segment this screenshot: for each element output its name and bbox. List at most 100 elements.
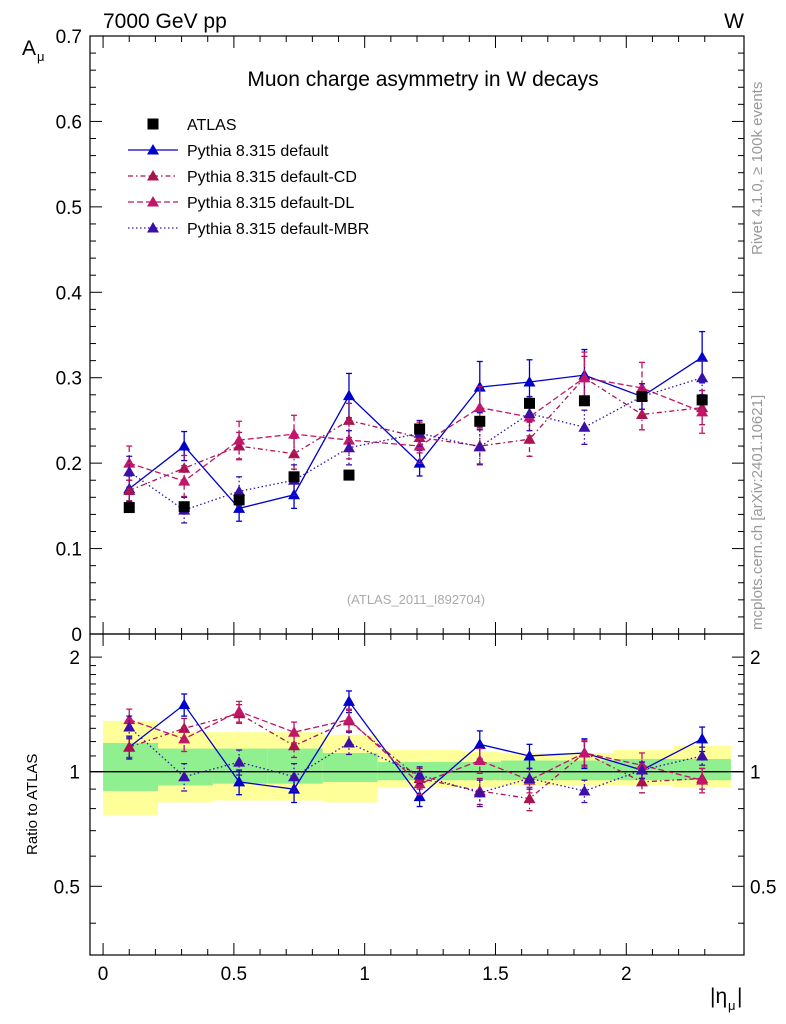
- atlas-data-point: [343, 469, 355, 481]
- ratio-series-1-point: [696, 732, 709, 744]
- legend-label: Pythia 8.315 default-CD: [187, 169, 357, 186]
- ratio-y-tick-label: 1: [750, 763, 761, 784]
- mc-series-3-point: [473, 401, 486, 413]
- ratio-series-4-point: [233, 756, 246, 767]
- atlas-data-point: [696, 394, 708, 406]
- analysis-label: (ATLAS_2011_I892704): [347, 592, 485, 607]
- ratio-series-3-line: [129, 710, 703, 785]
- mc-series-3-point: [123, 457, 136, 468]
- y-tick-label: 0.6: [56, 112, 82, 133]
- atlas-data-point: [288, 471, 300, 483]
- atlas-data-point: [123, 502, 135, 514]
- ratio-series-4-point: [178, 770, 191, 782]
- mc-series-2-point: [523, 433, 536, 444]
- ratio-y-tick-label: 0.5: [54, 877, 80, 898]
- mc-series-4-point: [523, 407, 536, 419]
- mc-series-3-point: [635, 381, 648, 393]
- ratio-band-inner: [558, 760, 614, 781]
- mc-series-3-point: [288, 428, 301, 439]
- ratio-series-3-point: [233, 705, 246, 716]
- mc-series-4-point: [473, 440, 486, 452]
- ratio-y-tick-label: 1: [69, 763, 80, 784]
- ratio-series-1-point: [233, 775, 246, 787]
- legend-marker: [147, 144, 159, 155]
- main-y-axis-label: A μ: [22, 37, 45, 64]
- mcplots-label: mcplots.cern.ch [arXiv:2401.10621]: [749, 395, 766, 630]
- mc-series-1-point: [233, 502, 246, 513]
- legend-marker-atlas: [147, 118, 159, 130]
- ratio-series-3-point: [696, 774, 709, 785]
- ratio-series-4-point: [578, 784, 591, 796]
- legend-marker: [147, 196, 159, 207]
- ratio-series-4-point: [696, 749, 709, 761]
- atlas-data-point: [233, 494, 245, 506]
- ratio-series-4-point: [123, 721, 136, 732]
- atlas-data-point: [178, 501, 190, 513]
- ratio-series-2-point: [288, 739, 301, 751]
- atlas-data-point: [414, 423, 426, 435]
- legend-label: Pythia 8.315 default-MBR: [187, 221, 369, 238]
- ratio-series-3-point: [578, 746, 591, 758]
- legend: ATLAS Pythia 8.315 default Pythia 8.315 de…: [128, 117, 369, 238]
- mc-series-1-point: [342, 389, 355, 401]
- ratio-series-1-point: [342, 695, 355, 706]
- ratio-series-4-point: [473, 786, 486, 798]
- ratio-series-1-point: [178, 698, 191, 710]
- mc-series-1-point: [178, 440, 191, 451]
- process-label: W: [724, 10, 744, 33]
- legend-marker: [147, 170, 159, 181]
- y-tick-label: 0.2: [56, 454, 82, 475]
- x-axis-label: |η μ |: [710, 985, 742, 1013]
- mc-series-4-point: [696, 371, 709, 383]
- mc-series-2-line: [128, 376, 703, 492]
- ratio-series-1-point: [413, 790, 426, 802]
- ratio-series-3-point: [123, 713, 136, 725]
- mc-series-1-point: [696, 351, 709, 362]
- ratio-series-4-point: [523, 772, 536, 783]
- ratio-y-axis-label: Ratio to ATLAS: [24, 754, 41, 855]
- ratio-series-1-point: [523, 749, 536, 761]
- mc-series-4-point: [123, 465, 136, 477]
- mc-series-3-point: [178, 475, 191, 486]
- rivet-version-label: Rivet 4.1.0, ≥ 100k events: [749, 82, 766, 255]
- y-tick-label: 0.4: [56, 283, 83, 304]
- ratio-series-3-point: [342, 713, 355, 725]
- svg-text:|η: |η: [710, 985, 727, 1008]
- svg-text:A: A: [22, 37, 36, 60]
- chart-title: Muon charge asymmetry in W decays: [247, 68, 598, 91]
- atlas-data-point: [636, 391, 648, 403]
- ratio-series-4-point: [413, 769, 426, 780]
- y-tick-label: 0: [71, 625, 82, 646]
- ratio-y-tick-label: 0.5: [750, 877, 776, 898]
- atlas-data-point: [578, 395, 590, 407]
- mc-series-1-point: [413, 457, 426, 468]
- legend-label: Pythia 8.315 default-DL: [187, 195, 354, 212]
- legend-marker: [147, 222, 159, 233]
- ratio-series-4-point: [342, 736, 355, 748]
- ratio-series-2-point: [635, 775, 648, 787]
- x-tick-label: 1.5: [482, 964, 508, 985]
- ratio-series-3-point: [288, 726, 301, 737]
- energy-label: 7000 GeV pp: [103, 10, 227, 33]
- x-tick-label: 2: [621, 964, 632, 985]
- ratio-series-3-point: [178, 732, 191, 744]
- ratio-series-2-point: [523, 792, 536, 804]
- mc-series-4-point: [342, 441, 355, 453]
- ratio-series-3-point: [473, 754, 486, 766]
- y-tick-label: 0.5: [56, 198, 82, 219]
- ratio-series-4-point: [635, 764, 648, 775]
- main-panel: 0 0.1 0.2 0.3 0.4 0.5 0.6 0.7: [56, 27, 745, 646]
- ratio-series-1-point: [473, 738, 486, 749]
- ratio-panel: 0 0.5 1 1.5 2 0.5 0.5 1 1 2 2: [54, 36, 776, 985]
- atlas-data-point: [523, 397, 535, 409]
- ratio-band-inner: [322, 752, 378, 782]
- x-tick-label: 0.5: [221, 964, 247, 985]
- ratio-y-tick-label: 2: [69, 648, 80, 669]
- mc-series-2-point: [342, 414, 355, 425]
- mc-series-3-point: [578, 371, 591, 383]
- mc-series-3-point: [696, 405, 709, 417]
- ratio-series-4-line: [128, 726, 703, 794]
- y-tick-label: 0.1: [56, 540, 82, 561]
- ratio-series-4-point: [288, 770, 301, 782]
